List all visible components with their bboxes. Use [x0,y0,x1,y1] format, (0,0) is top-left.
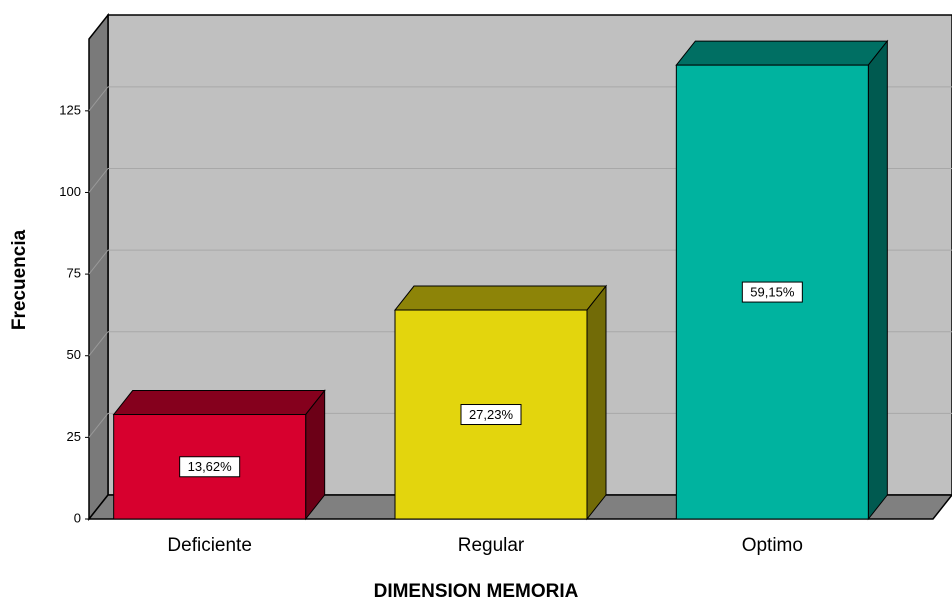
bar [393,284,608,521]
y-tick-label: 75 [67,266,81,281]
value-label-box [179,456,241,478]
x-tick-label: Deficiente [167,535,252,556]
grid-line [88,86,109,112]
y-tick-label: 100 [59,184,81,199]
bar [112,389,326,521]
bar-top [675,40,889,66]
x-tick-label: Regular [458,535,525,556]
x-tick-label: Optimo [742,535,803,556]
value-label: 59,15% [750,284,795,299]
bar-top [393,285,608,311]
value-label: 13,62% [188,459,233,474]
bar [675,39,889,521]
grid-line [88,413,109,438]
grid-line [88,331,109,357]
y-tick-label: 125 [59,102,81,117]
y-axis-title: Frecuencia [9,229,30,330]
y-tick-label: 0 [74,510,81,525]
value-label-box [741,281,803,303]
value-label-box [460,404,522,426]
x-axis-title: DIMENSION MEMORIA [374,581,579,602]
value-label: 27,23% [469,407,514,422]
grid-line [88,249,109,275]
bar-side [867,39,888,521]
y-tick-label: 50 [67,347,81,362]
y-tick-label: 25 [67,429,81,444]
bar-side [586,284,607,521]
bar-top [112,390,326,416]
grid-line [88,168,109,193]
